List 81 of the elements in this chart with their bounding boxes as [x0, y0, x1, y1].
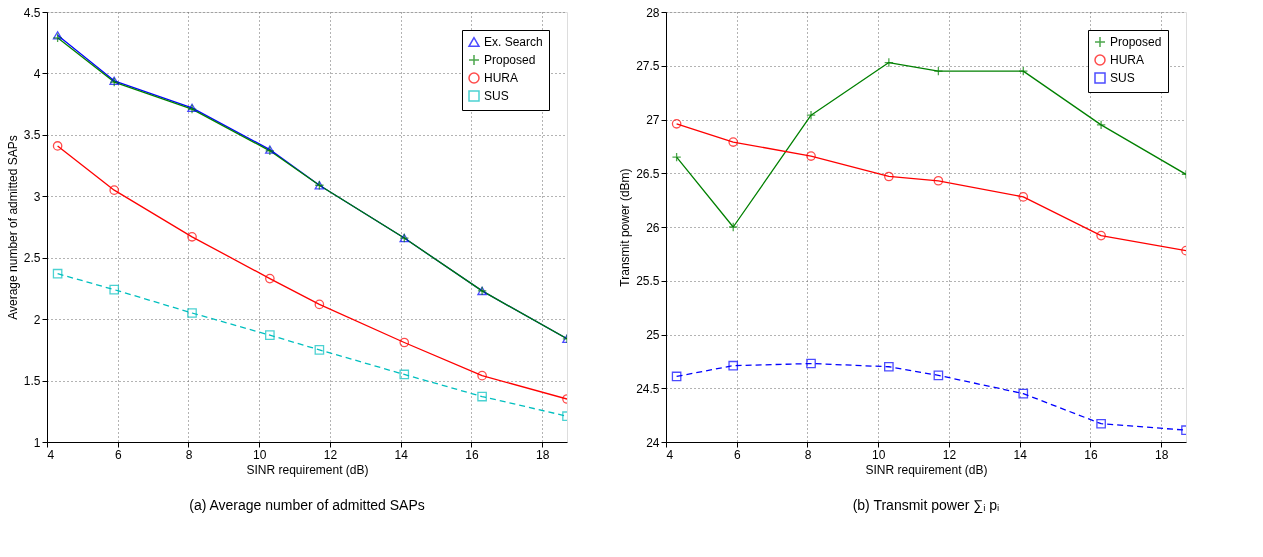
point: [1096, 418, 1106, 429]
point: [187, 232, 197, 242]
point: [728, 137, 739, 147]
legend-label: Proposed: [484, 53, 536, 67]
y-axis-title: Transmit power (dBm): [618, 168, 633, 287]
y-tick-label: 3: [33, 189, 41, 204]
y-tick-label: 26.5: [636, 166, 660, 181]
x-tick-label: 6: [114, 447, 122, 462]
point: [399, 337, 410, 348]
y-tick-label: 24: [646, 435, 660, 450]
x-axis-title: SINR requirement (dB): [865, 462, 988, 477]
x-tick-label: 18: [1155, 447, 1169, 462]
point: [52, 141, 63, 151]
x-tick-label: 18: [536, 447, 550, 462]
point: [314, 345, 325, 355]
point: [477, 391, 487, 402]
legend-label: HURA: [484, 71, 519, 85]
point: [477, 370, 487, 381]
point: [933, 175, 944, 186]
x-tick-label: 6: [733, 447, 741, 462]
point: [884, 361, 894, 372]
x-tick-label: 16: [1084, 447, 1098, 462]
y-tick-label: 24.5: [636, 381, 660, 396]
x-tick-label: 14: [394, 447, 409, 462]
y-tick-label: 3.5: [23, 128, 41, 143]
text: (a) Average number of admitted SAPs: [189, 497, 425, 513]
point: [1018, 388, 1029, 399]
point: [806, 151, 816, 161]
y-tick-label: 27: [646, 113, 660, 127]
y-tick-label: 2: [33, 312, 41, 327]
x-axis-title: SINR requirement (dB): [246, 462, 369, 477]
y-tick-label: 25.5: [636, 274, 660, 289]
text: (b) Transmit power ∑ᵢ pᵢ: [852, 497, 1000, 513]
x-tick-label: 4: [47, 447, 55, 462]
x-tick-label: 8: [804, 447, 812, 462]
point: [933, 370, 944, 381]
x-tick-label: 16: [465, 447, 479, 462]
point: [187, 308, 197, 318]
point: [314, 299, 325, 310]
point: [52, 268, 63, 279]
y-tick-label: 25: [646, 328, 660, 342]
point: [1018, 66, 1029, 76]
x-tick-label: 8: [185, 447, 193, 462]
legend-label: SUS: [1110, 71, 1135, 85]
point: [1096, 230, 1106, 241]
y-tick-label: 4.5: [23, 5, 41, 20]
legend-label: SUS: [484, 89, 509, 103]
legend-label: Proposed: [1110, 35, 1162, 49]
point: [1096, 120, 1106, 130]
y-tick-label: 26: [646, 220, 660, 235]
point: [1018, 192, 1029, 202]
x-tick-label: 12: [942, 447, 957, 462]
point: [265, 330, 275, 340]
point: [884, 171, 894, 182]
x-tick-label: 14: [1013, 447, 1028, 462]
x-tick-label: 4: [666, 447, 674, 462]
point: [671, 152, 682, 162]
y-tick-label: 28: [646, 5, 660, 20]
legend-label: Ex. Search: [484, 35, 543, 49]
y-tick-label: 4: [33, 66, 41, 81]
legend-label: HURA: [1110, 53, 1145, 67]
point: [728, 222, 739, 232]
point: [806, 358, 816, 369]
point: [671, 371, 682, 382]
point: [671, 118, 682, 129]
x-tick-label: 12: [323, 447, 338, 462]
y-axis-title: Average number of admitted SAPs: [5, 135, 20, 320]
y-tick-label: 1: [33, 435, 41, 450]
point: [265, 273, 275, 284]
point: [806, 110, 816, 121]
y-tick-label: 1.5: [23, 374, 41, 389]
y-tick-label: 27.5: [636, 59, 660, 74]
point: [109, 284, 120, 295]
point: [728, 360, 739, 371]
point: [884, 57, 894, 68]
point: [933, 66, 944, 76]
x-tick-label: 10: [253, 447, 267, 462]
point: [399, 369, 410, 380]
x-tick-label: 10: [872, 447, 886, 462]
point: [109, 185, 120, 195]
y-tick-label: 2.5: [23, 251, 41, 266]
